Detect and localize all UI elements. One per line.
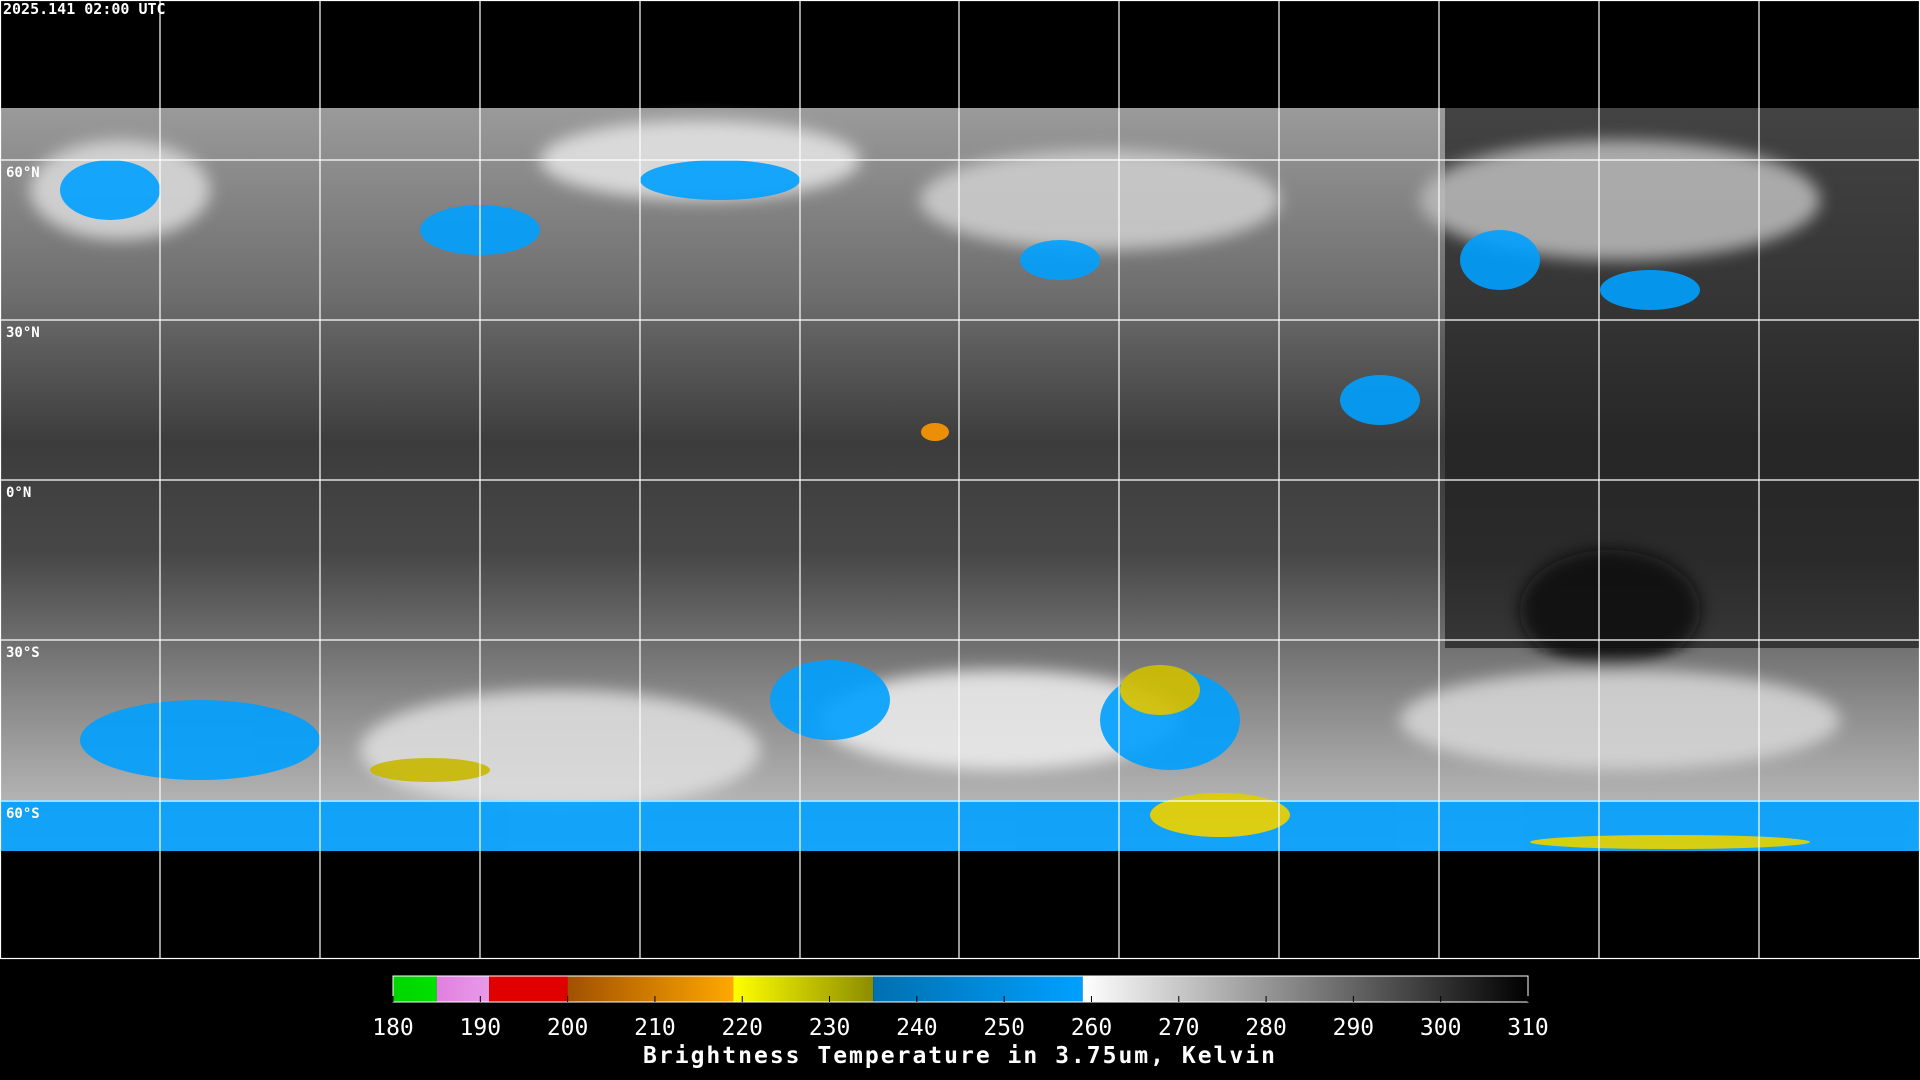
- colorbar-tick-label: 250: [983, 1015, 1025, 1041]
- colorbar-segment: [567, 976, 734, 1002]
- colorbar-segment: [733, 976, 874, 1002]
- colorbar-tick-label: 190: [460, 1015, 502, 1041]
- colorbar-segment: [873, 976, 1083, 1002]
- colorbar-tick-label: 200: [547, 1015, 589, 1041]
- colorbar-tick-label: 240: [896, 1015, 938, 1041]
- latitude-label: 30°S: [6, 645, 40, 661]
- colorbar-segment: [489, 976, 568, 1002]
- latitude-label: 60°N: [6, 165, 40, 181]
- colorbar-title: Brightness Temperature in 3.75um, Kelvin: [643, 1043, 1277, 1069]
- latitude-label: 30°N: [6, 325, 40, 341]
- colorbar-tick-label: 260: [1071, 1015, 1113, 1041]
- colorbar-tick-label: 310: [1507, 1015, 1549, 1041]
- timestamp: 2025.141 02:00 UTC: [3, 0, 166, 18]
- colorbar-tick-label: 290: [1333, 1015, 1375, 1041]
- colorbar-segment: [1082, 976, 1528, 1002]
- colorbar: 180 190 200 210 220 230 240 250 260 270 280 290 300 3…: [372, 975, 1549, 1041]
- latitude-label: 0°N: [6, 485, 31, 501]
- colorbar-tick-label: 220: [721, 1015, 763, 1041]
- colorbar-tick-label: 270: [1158, 1015, 1200, 1041]
- colorbar-tick-label: 300: [1420, 1015, 1462, 1041]
- colorbar-tick-label: 280: [1245, 1015, 1287, 1041]
- colorbar-tick-label: 210: [634, 1015, 676, 1041]
- colorbar-tick-label: 180: [372, 1015, 414, 1041]
- latitude-label: 60°S: [6, 806, 40, 822]
- colorbar-segment: [436, 976, 490, 1002]
- latitude-labels: 60°N 30°N 0°N 30°S 60°S: [6, 165, 40, 822]
- colorbar-segment: [393, 976, 437, 1002]
- graticule: [0, 0, 1920, 960]
- colorbar-frame: [392, 975, 1529, 1003]
- colorbar-tick-label: 230: [809, 1015, 851, 1041]
